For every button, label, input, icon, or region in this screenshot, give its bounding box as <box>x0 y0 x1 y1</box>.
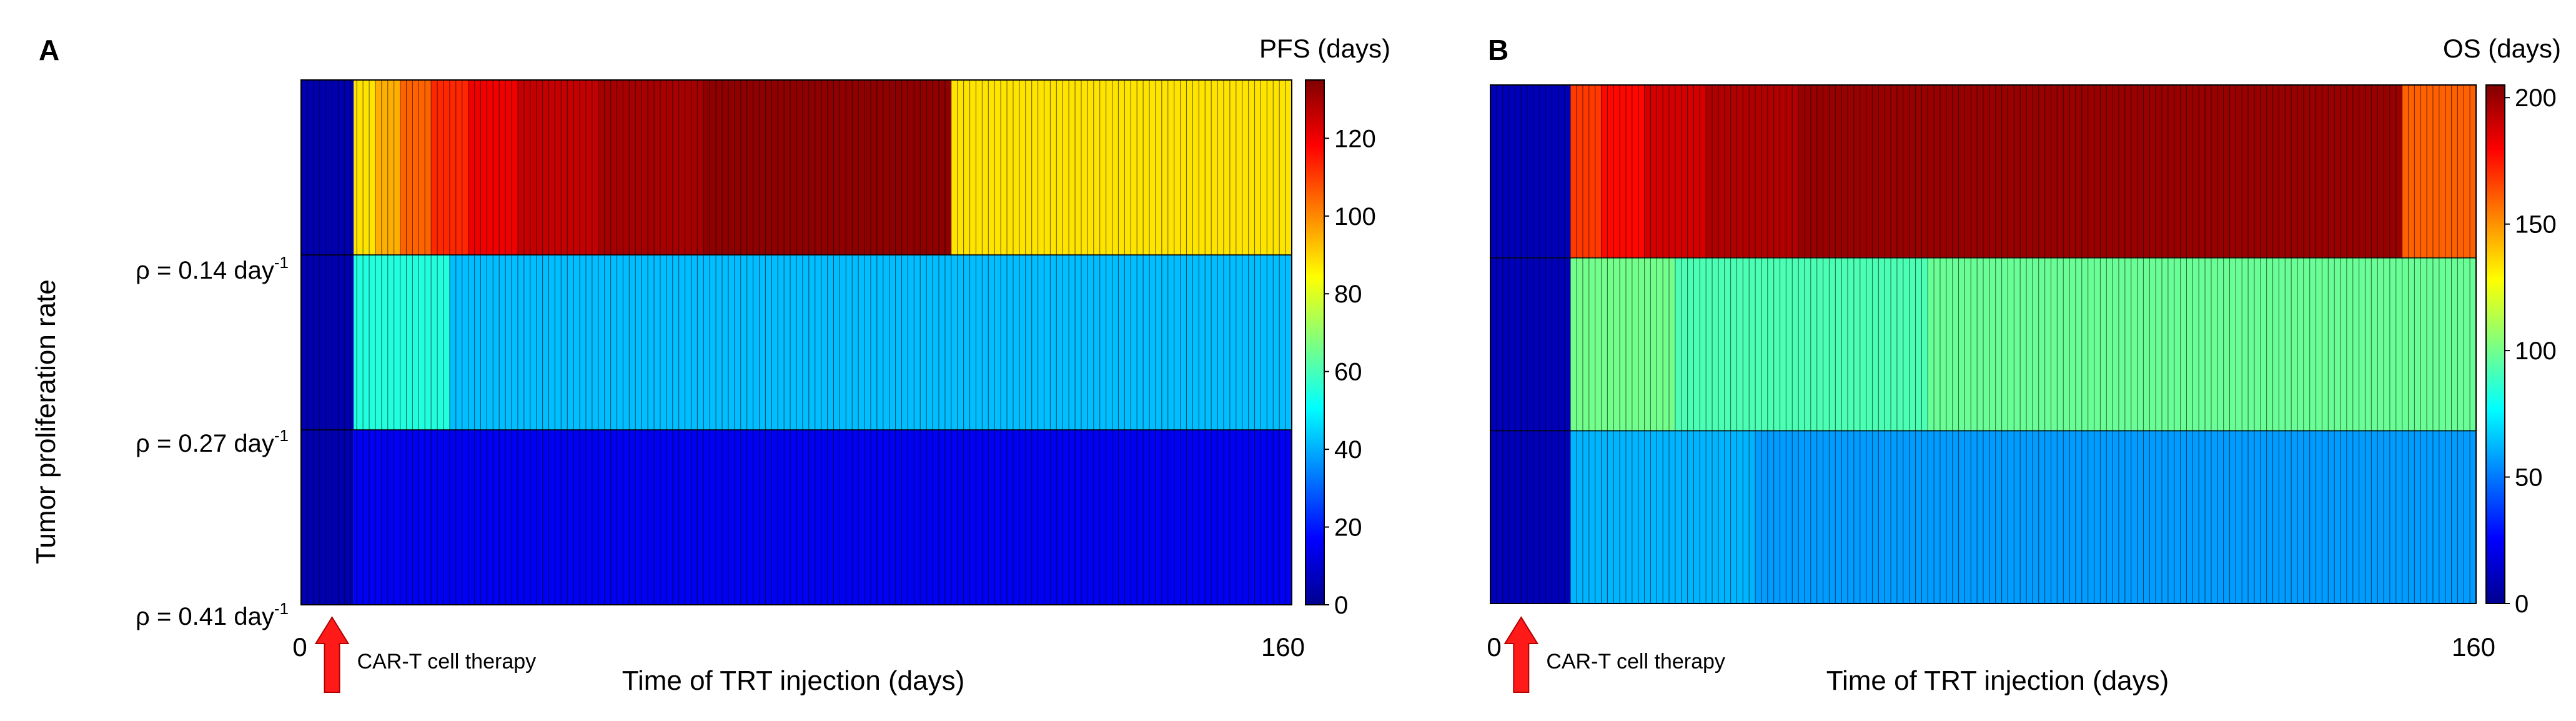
x-tick-160: 160 <box>1261 632 1305 662</box>
heatmap-cell-r2-s0 <box>1490 430 1571 604</box>
heatmap-cell-r1-s3 <box>1928 257 2476 431</box>
colorbar-tick-20: 20 <box>1334 514 1362 542</box>
colorbar-tick-0: 0 <box>2515 590 2529 618</box>
heatmap-cell-r0-s4 <box>1706 85 1799 258</box>
heatmap-cell-r0-s6 <box>517 80 598 255</box>
colorbar-gradient <box>1305 79 1325 605</box>
car-t-annotation: CAR-T cell therapy <box>1546 650 1725 674</box>
heatmap-gridlines <box>1490 85 2477 604</box>
heatmap-cell-r0-s1 <box>1570 85 1602 258</box>
heatmap-cell-r2-s1 <box>354 430 1292 605</box>
heatmap-cell-r0-s3 <box>400 80 432 255</box>
car-t-annotation: CAR-T cell therapy <box>357 650 537 674</box>
panel-letter-b: B <box>1488 34 1508 66</box>
x-axis-label: Time of TRT injection (days) <box>622 665 965 696</box>
plot-frame <box>300 79 1292 605</box>
heatmap-cell-r1-s2 <box>1675 257 1928 431</box>
colorbar-tick-100: 100 <box>2515 337 2557 365</box>
row-label-0: ρ = 0.14 day-1 <box>136 253 289 284</box>
colorbar-title: OS (days) <box>2443 34 2561 63</box>
heatmap-cell-r2-s0 <box>301 430 354 605</box>
heatmap-cell-r0-s2 <box>1601 85 1645 258</box>
row-labels: ρ = 0.14 day-1 ρ = 0.27 day-1 ρ = 0.41 d… <box>136 253 289 630</box>
plot-frame <box>1490 84 2477 604</box>
heatmap-plot-area <box>1490 84 2477 604</box>
heatmap-gridlines <box>300 80 1292 605</box>
x-tick-160: 160 <box>2452 632 2495 662</box>
colorbar-title: PFS (days) <box>1259 34 1390 63</box>
car-t-arrow-shape <box>1503 616 1539 693</box>
car-t-arrow <box>314 616 350 693</box>
colorbar-tick-60: 60 <box>1334 359 1362 386</box>
colorbar-tick-150: 150 <box>2515 211 2557 239</box>
row-label-2: ρ = 0.41 day-1 <box>136 599 289 630</box>
panel-letter-a: A <box>39 34 59 66</box>
colorbar: 0 20 40 60 80 100 120 <box>1305 79 1376 619</box>
colorbar-tick-100: 100 <box>1334 203 1376 231</box>
colorbar-tick-80: 80 <box>1334 281 1362 308</box>
row-label-1: ρ = 0.27 day-1 <box>136 426 289 457</box>
heatmap-cell-r0-s0 <box>301 80 354 255</box>
colorbar-gradient <box>2485 84 2505 604</box>
colorbar: 0 50 100 150 200 <box>2485 84 2557 618</box>
x-tick-0: 0 <box>292 632 307 662</box>
colorbar-tick-50: 50 <box>2515 464 2543 492</box>
colorbar-tick-40: 40 <box>1334 436 1362 464</box>
colorbar-tick-0: 0 <box>1334 592 1348 619</box>
heatmap-cell-r2-s2 <box>1755 430 2476 604</box>
heatmap-cell-r0-s1 <box>354 80 375 255</box>
heatmap-cell-r0-s0 <box>1490 85 1571 258</box>
heatmap-cell-r1-s1 <box>1570 257 1675 431</box>
panel-a: A Tumor proliferation rate ρ = 0.14 day-… <box>31 34 1390 696</box>
panel-b: B 0 160 Time of TRT injection (days) CAR… <box>1487 34 2561 696</box>
colorbar-tick-200: 200 <box>2515 84 2557 112</box>
colorbar-tick-120: 120 <box>1334 125 1376 152</box>
car-t-arrow-shape <box>314 616 350 693</box>
heatmap-cell-r1-s1 <box>354 255 450 430</box>
heatmap-cell-r1-s0 <box>1490 257 1571 431</box>
x-axis-label: Time of TRT injection (days) <box>1826 665 2169 696</box>
heatmap-cell-r1-s0 <box>301 255 354 430</box>
x-tick-0: 0 <box>1487 632 1501 662</box>
car-t-arrow <box>1503 616 1539 693</box>
y-axis-label: Tumor proliferation rate <box>31 279 61 564</box>
heatmap-plot-area <box>300 79 1292 605</box>
heatmap-cell-r0-s7 <box>598 80 704 255</box>
heatmap-cell-r0-s9 <box>951 80 1292 255</box>
